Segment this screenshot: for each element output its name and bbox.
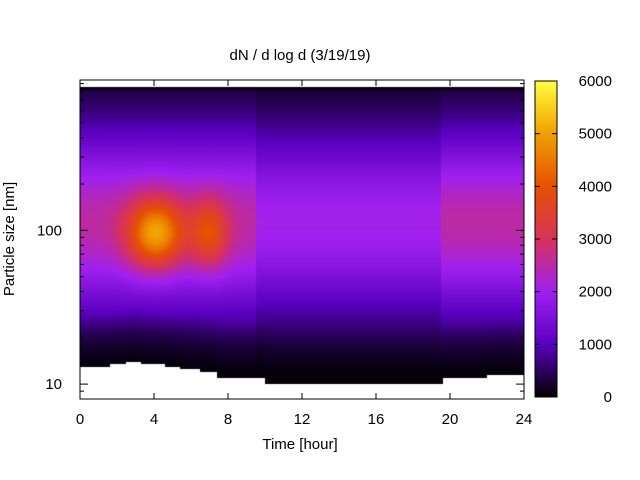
colorbar-tick-label: 3000 [579, 231, 612, 248]
heatmap-plot [80, 80, 524, 399]
x-tick-label: 16 [368, 411, 385, 428]
colorbar-tick-label: 5000 [579, 126, 612, 143]
colorbar-ticks: 0 1000 2000 3000 4000 5000 6000 [535, 73, 612, 406]
x-tick-label: 4 [150, 411, 158, 428]
y-tick-label: 100 [37, 222, 62, 239]
y-axis-ticks: 10 100 [37, 83, 524, 400]
x-tick-label: 24 [516, 411, 533, 428]
x-tick-label: 20 [442, 411, 459, 428]
x-axis-label: Time [hour] [262, 436, 337, 453]
colorbar: 0 1000 2000 3000 4000 5000 6000 [534, 73, 612, 406]
heatmap-image [80, 80, 524, 399]
colorbar-tick-label: 4000 [579, 178, 612, 195]
colorbar-tick-label: 2000 [579, 284, 612, 301]
colorbar-tick-label: 6000 [579, 73, 612, 90]
colorbar-gradient [535, 81, 557, 397]
x-tick-label: 0 [76, 411, 84, 428]
colorbar-tick-label: 1000 [579, 336, 612, 353]
x-tick-label: 8 [224, 411, 232, 428]
y-axis-label: Particle size [nm] [1, 182, 18, 296]
chart-title: dN / d log d (3/19/19) [230, 47, 371, 64]
x-axis-ticks: 0 4 8 12 16 20 24 [76, 80, 533, 428]
y-tick-label: 10 [45, 376, 62, 393]
colorbar-tick-label: 0 [604, 389, 612, 406]
x-tick-label: 12 [294, 411, 311, 428]
